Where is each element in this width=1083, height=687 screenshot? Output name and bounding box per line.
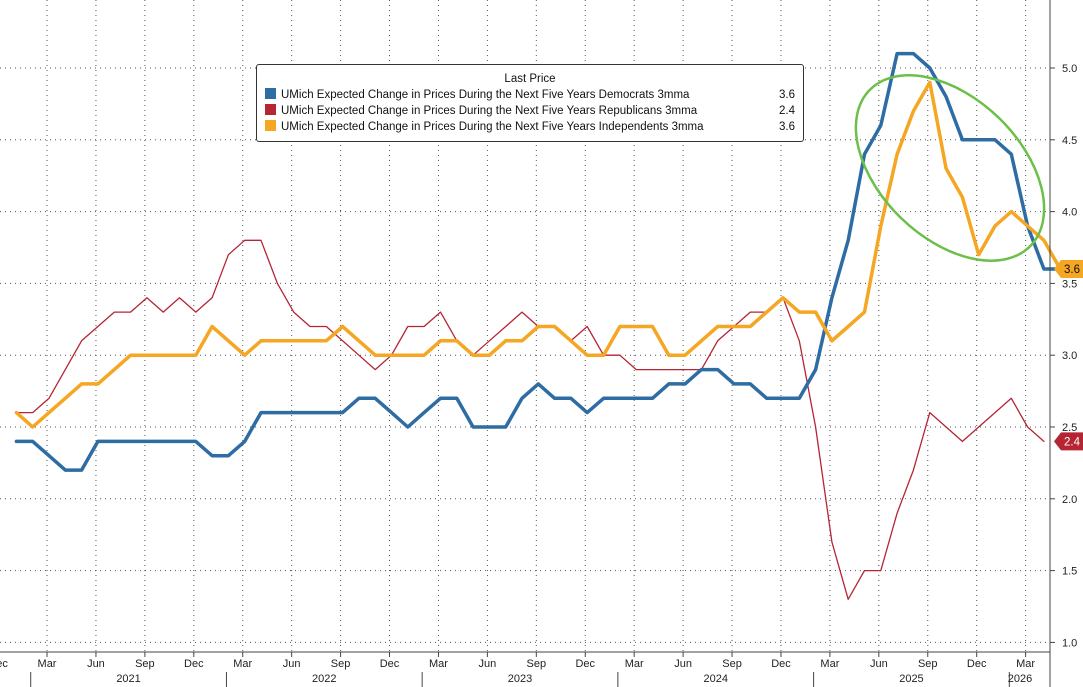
x-tick-label: Dec bbox=[0, 658, 8, 670]
last-value-labels: 3.6 2.4 bbox=[1054, 260, 1083, 451]
legend-swatch-independents bbox=[265, 120, 276, 131]
x-tick-label: Jun bbox=[479, 658, 497, 670]
year-label: 2025 bbox=[899, 673, 923, 685]
y-tick-label: 3.0 bbox=[1062, 350, 1077, 362]
x-tick-label: Sep bbox=[918, 658, 938, 670]
x-tick-label: Mar bbox=[820, 658, 839, 670]
legend: Last Price UMich Expected Change in Pric… bbox=[256, 64, 804, 142]
year-label: 2026 bbox=[1008, 673, 1032, 685]
x-tick-label: Mar bbox=[625, 658, 644, 670]
y-tick-label: 4.5 bbox=[1062, 135, 1077, 147]
x-tick-label: Mar bbox=[429, 658, 448, 670]
legend-label-independents: UMich Expected Change in Prices During t… bbox=[281, 121, 704, 133]
legend-title: Last Price bbox=[504, 73, 556, 85]
y-tick-label: 1.5 bbox=[1062, 566, 1077, 578]
x-tick-label: Sep bbox=[722, 658, 742, 670]
x-tick-label: Mar bbox=[233, 658, 252, 670]
y-tick-label: 3.5 bbox=[1062, 278, 1077, 290]
y-axis: 1.0 1.5 2.0 2.5 3.0 3.5 4.0 4.5 5.0 bbox=[1049, 0, 1077, 687]
last-value-label: 2.4 bbox=[1064, 436, 1081, 448]
legend-value-republicans: 2.4 bbox=[779, 105, 795, 117]
highlight-ellipse bbox=[854, 74, 1046, 262]
x-tick-label: Sep bbox=[527, 658, 547, 670]
last-value-tag bbox=[1054, 432, 1083, 451]
legend-swatch-republicans bbox=[265, 104, 276, 115]
x-tick-label: Dec bbox=[380, 658, 400, 670]
x-tick-label: Jun bbox=[283, 658, 301, 670]
legend-label-democrats: UMich Expected Change in Prices During t… bbox=[281, 89, 690, 101]
x-tick-label: Jun bbox=[674, 658, 692, 670]
x-tick-label: Mar bbox=[1016, 658, 1035, 670]
legend-item-republicans: UMich Expected Change in Prices During t… bbox=[257, 103, 803, 119]
last-value-label: 3.6 bbox=[1064, 264, 1080, 276]
legend-value-democrats: 3.6 bbox=[779, 89, 795, 101]
year-label: 2024 bbox=[703, 673, 727, 685]
x-tick-label: Jun bbox=[870, 658, 888, 670]
x-tick-label: Sep bbox=[135, 658, 155, 670]
year-label: 2022 bbox=[312, 673, 336, 685]
x-tick-label: Sep bbox=[331, 658, 351, 670]
annotation-ellipse bbox=[854, 74, 1046, 262]
x-tick-label: Dec bbox=[184, 658, 204, 670]
x-tick-label: Mar bbox=[38, 658, 57, 670]
legend-value-independents: 3.6 bbox=[779, 121, 795, 133]
y-tick-label: 5.0 bbox=[1062, 63, 1077, 75]
last-value-tag bbox=[1054, 260, 1083, 279]
legend-item-democrats: UMich Expected Change in Prices During t… bbox=[257, 87, 803, 103]
x-tick-label: Jun bbox=[87, 658, 105, 670]
year-label: 2023 bbox=[508, 673, 532, 685]
x-tick-label: Dec bbox=[967, 658, 987, 670]
series-line-democrats bbox=[14, 51, 1062, 472]
legend-item-independents: UMich Expected Change in Prices During t… bbox=[257, 119, 803, 135]
legend-swatch-democrats bbox=[265, 88, 276, 99]
y-tick-label: 2.5 bbox=[1062, 422, 1077, 434]
y-tick-label: 4.0 bbox=[1062, 207, 1077, 219]
x-tick-label: Dec bbox=[575, 658, 595, 670]
legend-label-republicans: UMich Expected Change in Prices During t… bbox=[281, 105, 698, 117]
series-line-republicans bbox=[15, 239, 1045, 600]
y-tick-label: 2.0 bbox=[1062, 494, 1077, 506]
x-axis: Dec Mar Jun Sep Dec Mar Jun Sep Dec Mar Jun Sep Dec M… bbox=[0, 651, 1050, 687]
y-tick-label: 1.0 bbox=[1062, 637, 1077, 649]
x-tick-label: Dec bbox=[771, 658, 791, 670]
year-label: 2021 bbox=[116, 673, 140, 685]
